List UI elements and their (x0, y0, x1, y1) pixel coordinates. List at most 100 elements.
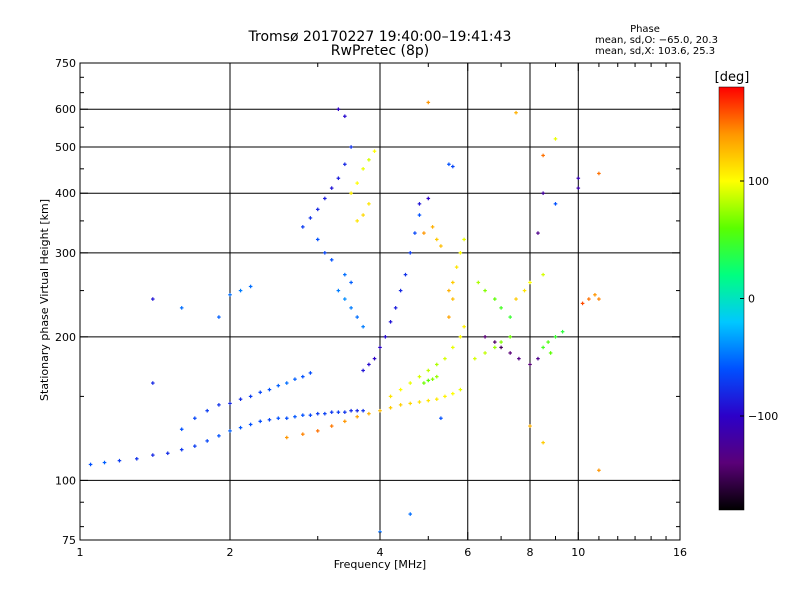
data-point (447, 315, 451, 319)
data-point (553, 202, 558, 206)
data-point (430, 225, 435, 229)
data-point (576, 186, 581, 190)
y-tick-label: 600 (55, 103, 76, 116)
data-point (238, 425, 243, 430)
data-point (284, 416, 289, 421)
data-point (483, 351, 487, 355)
data-point (349, 408, 353, 413)
data-point (597, 171, 601, 176)
data-point (336, 176, 341, 181)
x-tick-label: 16 (673, 546, 687, 559)
data-point (228, 292, 232, 297)
data-point (408, 381, 413, 385)
y-axis-label: Stationary phase Virtual Height [km] (38, 199, 51, 401)
data-point (276, 416, 281, 421)
data-point (398, 288, 403, 293)
data-point (355, 408, 359, 413)
data-point (388, 405, 393, 410)
data-point (301, 225, 305, 229)
x-tick-label: 4 (377, 546, 384, 559)
data-point (293, 414, 297, 419)
data-point (388, 320, 393, 324)
data-point (315, 411, 320, 416)
data-point (217, 434, 221, 438)
data-point (217, 315, 221, 319)
x-axis-label: Frequency [MHz] (334, 558, 426, 571)
data-point (238, 288, 243, 293)
data-point (248, 284, 253, 289)
y-tick-label: 75 (62, 534, 76, 547)
colorbar-tick-label: −100 (748, 410, 778, 423)
y-tick-label: 400 (55, 187, 76, 200)
data-point (514, 110, 518, 115)
data-point (408, 401, 413, 406)
data-point (393, 306, 398, 310)
data-point (528, 280, 532, 285)
data-point (323, 411, 327, 416)
data-point (553, 335, 558, 339)
data-point (361, 324, 365, 329)
data-point (179, 306, 184, 310)
data-point (217, 403, 221, 407)
data-point (576, 176, 581, 181)
data-point (315, 429, 320, 433)
data-point (536, 356, 540, 361)
data-point (426, 196, 431, 201)
data-point (434, 374, 439, 379)
data-point (408, 251, 413, 255)
data-point (349, 145, 353, 149)
data-point (267, 417, 272, 422)
data-point (258, 419, 263, 424)
data-point (493, 340, 497, 344)
data-point (451, 164, 455, 169)
data-point (422, 381, 426, 385)
data-point (508, 335, 512, 339)
data-point (434, 362, 439, 367)
data-point (378, 408, 382, 413)
data-point (372, 149, 377, 153)
data-point (343, 410, 347, 414)
data-point (361, 408, 365, 413)
data-point (355, 315, 359, 319)
data-point (597, 297, 601, 301)
data-point (308, 371, 313, 375)
chart-title: Tromsø 20170227 19:40:00–19:41:43 (248, 29, 512, 45)
data-point (343, 419, 347, 424)
data-point (451, 280, 455, 285)
data-point (462, 324, 466, 329)
data-point (517, 356, 521, 361)
data-point (597, 468, 601, 473)
data-point (499, 306, 503, 310)
data-point (343, 297, 347, 301)
data-point (329, 410, 334, 414)
data-point (151, 381, 155, 385)
data-point (248, 394, 253, 399)
data-point (462, 237, 466, 242)
data-point (228, 401, 232, 406)
x-tick-label: 6 (464, 546, 471, 559)
data-point (349, 306, 353, 310)
data-point (553, 137, 558, 141)
data-point (329, 424, 334, 428)
data-point (258, 390, 263, 395)
data-point (228, 429, 232, 433)
data-point (284, 435, 289, 440)
data-point (580, 301, 585, 306)
phase-heading: Phase (630, 24, 660, 35)
data-point (546, 340, 550, 344)
data-point (205, 439, 209, 443)
data-point (417, 202, 422, 206)
data-point (361, 167, 365, 171)
chart-subtitle: RwPretec (8p) (331, 43, 429, 59)
data-point (179, 427, 184, 432)
data-point (355, 181, 359, 185)
data-point (426, 398, 431, 403)
data-point (426, 378, 431, 383)
data-point (315, 207, 320, 212)
data-point (205, 408, 209, 413)
data-point (434, 397, 439, 401)
x-tick-label: 10 (571, 546, 585, 559)
data-point (179, 447, 184, 452)
data-point (284, 381, 289, 385)
